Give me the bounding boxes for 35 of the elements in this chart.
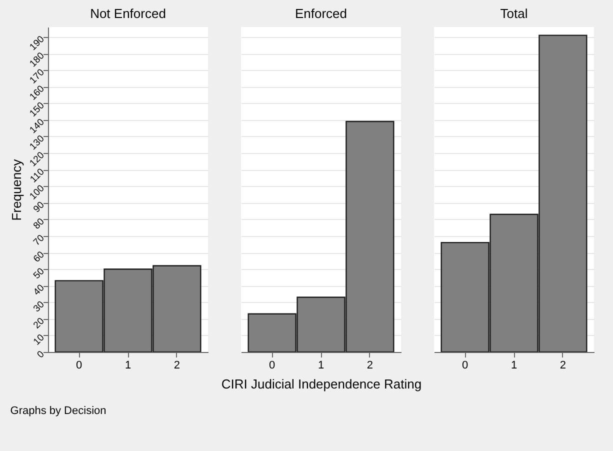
y-tick-label: 170	[28, 67, 47, 86]
x-tick-label: 2	[366, 360, 373, 372]
y-tick-label: 20	[31, 316, 47, 332]
x-tick-label: 0	[76, 360, 82, 372]
y-tick-label: 60	[31, 249, 47, 265]
x-tick-label: 2	[174, 360, 180, 372]
text: Graphs by Decision	[10, 405, 106, 417]
chart-title: Not Enforced	[90, 6, 166, 21]
x-tick-label: 0	[462, 360, 468, 372]
x-tick-label: 1	[318, 360, 324, 372]
y-tick-label: 0	[35, 348, 47, 360]
x-axis-title: CIRI Judicial Independence Rating	[221, 376, 422, 392]
y-tick-label: 50	[31, 266, 47, 282]
y-tick-label: 10	[31, 332, 47, 348]
y-tick-label: 70	[31, 232, 47, 248]
y-tick-label: 40	[31, 282, 47, 298]
x-tick-label: 0	[269, 360, 276, 372]
x-tick-label: 1	[510, 360, 518, 372]
y-tick-label: 90	[31, 200, 47, 215]
y-tick-label: 80	[31, 216, 47, 232]
y-tick-label: 100	[28, 183, 47, 202]
y-tick-label: 160	[28, 84, 47, 103]
y-tick-label: 140	[28, 116, 47, 136]
y-tick-label: 30	[31, 299, 47, 314]
y-tick-label: 190	[28, 34, 47, 53]
chart-title: Enforced	[294, 6, 348, 21]
y-axis-title: Frequency	[8, 158, 24, 221]
x-tick-label: 1	[124, 360, 132, 372]
y-tick-label: 180	[28, 50, 47, 70]
y-tick-label: 150	[28, 100, 47, 120]
y-tick-label: 130	[28, 133, 47, 152]
x-tick-label: 2	[560, 360, 566, 372]
y-tick-label: 110	[28, 166, 47, 186]
y-tick-label: 120	[28, 150, 47, 169]
chart-title: Total	[500, 6, 528, 21]
